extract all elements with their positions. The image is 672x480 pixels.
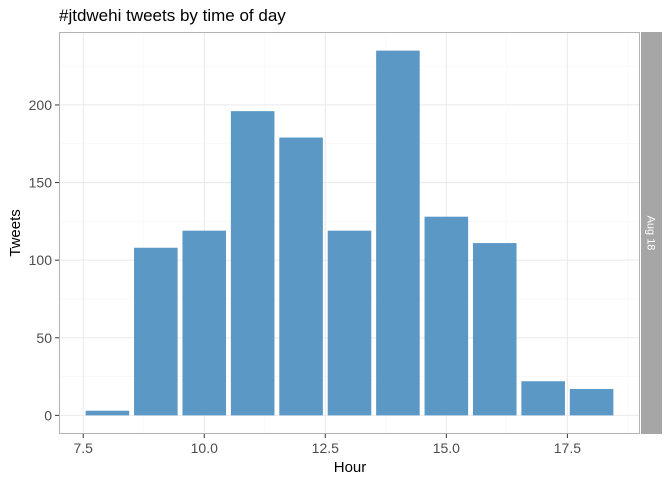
y-tick-label: 200 xyxy=(29,97,53,113)
bar xyxy=(472,243,517,416)
x-tick-label: 10.0 xyxy=(191,440,218,456)
bar xyxy=(230,111,275,416)
facet-strip: Aug 18 xyxy=(641,32,662,434)
bar xyxy=(376,50,420,416)
x-axis: 7.5 10.0 12.5 15.0 17.5 xyxy=(73,434,581,456)
y-tick-label: 100 xyxy=(29,252,53,268)
panel-border xyxy=(59,32,640,434)
y-axis-title: Tweets xyxy=(7,209,24,257)
bar xyxy=(521,381,565,416)
bar xyxy=(85,410,130,416)
y-tick-label: 150 xyxy=(29,175,53,191)
bar xyxy=(134,247,178,416)
bar xyxy=(327,230,372,416)
x-tick-label: 7.5 xyxy=(73,440,93,456)
x-axis-title: Hour xyxy=(334,459,367,476)
y-tick-label: 0 xyxy=(44,407,52,423)
facet-strip-label: Aug 18 xyxy=(645,216,657,251)
x-tick-label: 17.5 xyxy=(554,440,581,456)
x-tick-label: 12.5 xyxy=(312,440,339,456)
bar xyxy=(279,137,323,416)
chart-title: #jtdwehi tweets by time of day xyxy=(59,6,286,25)
plot-panel xyxy=(59,32,640,434)
y-axis: 0 50 100 150 200 xyxy=(29,97,59,423)
facet-strip-background xyxy=(641,32,662,434)
bar xyxy=(569,388,614,416)
bar xyxy=(182,230,227,416)
x-tick-label: 15.0 xyxy=(433,440,460,456)
bars xyxy=(85,50,614,416)
y-tick-label: 50 xyxy=(36,330,52,346)
bar xyxy=(424,216,469,416)
